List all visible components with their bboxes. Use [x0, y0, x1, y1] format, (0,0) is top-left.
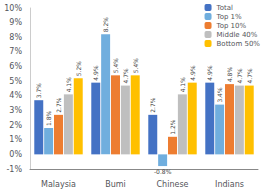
svg-text:4.7%: 4.7%	[246, 68, 253, 84]
svg-text:2.7%: 2.7%	[55, 97, 62, 113]
svg-text:Middle 40%: Middle 40%	[217, 31, 258, 39]
svg-text:2%: 2%	[9, 121, 22, 130]
svg-text:Top 1%: Top 1%	[216, 13, 242, 21]
svg-text:Bottom 50%: Bottom 50%	[217, 40, 261, 48]
svg-text:5.4%: 5.4%	[112, 58, 119, 74]
svg-text:2.7%: 2.7%	[149, 97, 156, 113]
svg-text:3.4%: 3.4%	[216, 87, 223, 103]
svg-text:4.9%: 4.9%	[206, 65, 213, 81]
svg-text:0%: 0%	[9, 150, 22, 159]
svg-text:Chinese: Chinese	[157, 180, 189, 189]
svg-text:4%: 4%	[9, 91, 22, 100]
svg-text:Indians: Indians	[215, 180, 244, 189]
svg-text:4.9%: 4.9%	[189, 65, 196, 81]
svg-text:7%: 7%	[9, 47, 22, 56]
svg-text:1%: 1%	[9, 135, 22, 144]
svg-text:-1%: -1%	[6, 165, 22, 174]
svg-text:8.2%: 8.2%	[102, 17, 109, 33]
svg-text:9%: 9%	[9, 18, 22, 27]
svg-text:8%: 8%	[9, 33, 22, 42]
svg-text:5.2%: 5.2%	[75, 61, 82, 77]
svg-text:1.2%: 1.2%	[169, 119, 176, 135]
svg-text:Total: Total	[216, 4, 233, 12]
svg-text:10%: 10%	[4, 4, 22, 13]
svg-text:3%: 3%	[9, 106, 22, 115]
svg-text:4.9%: 4.9%	[92, 65, 99, 81]
svg-text:5%: 5%	[9, 77, 22, 86]
svg-text:3.7%: 3.7%	[35, 83, 42, 99]
svg-text:4.7%: 4.7%	[236, 68, 243, 84]
svg-text:4.7%: 4.7%	[122, 68, 129, 84]
svg-text:4.8%: 4.8%	[226, 67, 233, 83]
svg-text:6%: 6%	[9, 62, 22, 71]
svg-text:Bumi: Bumi	[105, 180, 126, 189]
svg-text:5.4%: 5.4%	[132, 58, 139, 74]
svg-text:4.1%: 4.1%	[65, 77, 72, 93]
svg-text:4.1%: 4.1%	[179, 77, 186, 93]
svg-text:Malaysia: Malaysia	[41, 180, 76, 189]
svg-text:1.8%: 1.8%	[45, 110, 52, 126]
svg-text:-0.8%: -0.8%	[154, 168, 172, 175]
svg-text:Top 10%: Top 10%	[216, 22, 247, 30]
